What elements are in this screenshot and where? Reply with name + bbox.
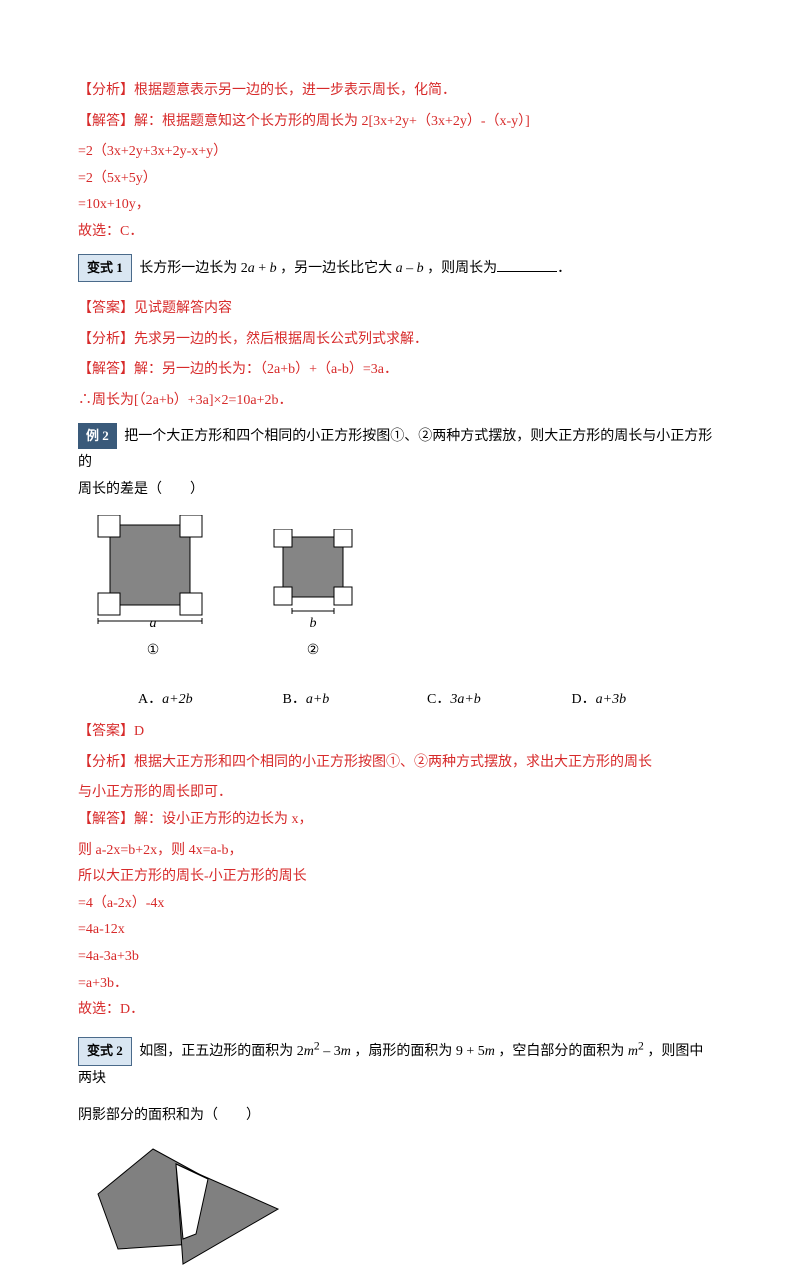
calc-line: =a+3b．: [78, 971, 716, 998]
bianshi2-tail: 阴影部分的面积和为（ ）: [78, 1103, 716, 1130]
jieda-label: 【解答】: [78, 114, 134, 129]
option-c[interactable]: C．3a+b: [427, 687, 572, 714]
calc-line: ∴周长为[（2a+b）+3a]×2=10a+2b．: [78, 388, 716, 415]
li2-row: 例 2 把一个大正方形和四个相同的小正方形按图①、②两种方式摆放，则大正方形的周…: [78, 423, 716, 451]
analysis-block-1: 【分析】根据题意表示另一边的长，进一步表示周长，化简．: [78, 78, 716, 105]
fenxi-label: 【分析】: [78, 83, 134, 98]
fenxi-label: 【分析】: [78, 755, 134, 770]
bianshi1-text: 长方形一边长为 2a + b ，另一边长比它大 a – b ，则周长为．: [139, 261, 571, 276]
calc-line: 故选：D．: [78, 997, 716, 1024]
daan-label: 【答案】: [78, 301, 134, 316]
square-config-1: [88, 515, 218, 625]
diagram-2: b ②: [268, 529, 358, 678]
daan-label: 【答案】: [78, 724, 134, 739]
bianshi2-row: 变式 2 如图，正五边形的面积为 2m2 – 3m ，扇形的面积为 9 + 5m…: [78, 1036, 716, 1093]
calc-line: =4（a-2x）-4x: [78, 891, 716, 918]
option-b[interactable]: B．a+b: [283, 687, 428, 714]
squares-diagram: a ① b ②: [88, 515, 716, 678]
jieda-block-1: 【解答】解：根据题意知这个长方形的周长为 2[3x+2y+（3x+2y）-（x-…: [78, 109, 716, 136]
bianshi2-text: 如图，正五边形的面积为 2m2 – 3m ，扇形的面积为 9 + 5m ，空白部…: [78, 1044, 703, 1086]
calc-line: 则 a-2x=b+2x，则 4x=a-b，: [78, 838, 716, 865]
daan-block-3: 【答案】D: [78, 719, 716, 746]
jieda-block-3: 【解答】解：设小正方形的边长为 x，: [78, 807, 716, 834]
calc-line: =2（5x+5y）: [78, 166, 716, 193]
fenxi-text: 根据题意表示另一边的长，进一步表示周长，化简．: [134, 83, 456, 98]
jieda-text: 解：根据题意知这个长方形的周长为 2[3x+2y+（3x+2y）-（x-y）]: [134, 114, 530, 129]
blank-field[interactable]: [497, 258, 557, 272]
daan-text: 见试题解答内容: [134, 301, 232, 316]
calc-line: =2（3x+2y+3x+2y-x+y）: [78, 139, 716, 166]
options-row: A．a+2b B．a+b C．3a+b D．a+3b: [138, 687, 716, 714]
calc-line: =10x+10y，: [78, 192, 716, 219]
jieda-block-2: 【解答】解：另一边的长为：（2a+b）+（a-b）=3a．: [78, 357, 716, 384]
pentagon-diagram: [88, 1139, 716, 1280]
bianshi2-label: 变式 2: [78, 1037, 132, 1066]
calc-line: =4a-3a+3b: [78, 944, 716, 971]
label-a: a: [150, 611, 157, 638]
calc-line: 所以大正方形的周长-小正方形的周长: [78, 864, 716, 891]
option-d[interactable]: D．a+3b: [572, 687, 717, 714]
jieda-label: 【解答】: [78, 812, 134, 827]
daan-block-2: 【答案】见试题解答内容: [78, 296, 716, 323]
bianshi1-row: 变式 1 长方形一边长为 2a + b ，另一边长比它大 a – b ，则周长为…: [78, 254, 716, 283]
label-b: b: [310, 611, 317, 638]
jieda-label: 【解答】: [78, 362, 134, 377]
calc-line: =4a-12x: [78, 917, 716, 944]
circ-1: ①: [147, 638, 160, 665]
li2-label: 例 2: [78, 423, 117, 450]
fenxi-label: 【分析】: [78, 332, 134, 347]
li2-text: 把一个大正方形和四个相同的小正方形按图①、②两种方式摆放，则大正方形的周长与小正…: [124, 429, 712, 444]
li2-tail: 的: [78, 450, 716, 477]
calc-line: 故选：C．: [78, 219, 716, 246]
bianshi1-label: 变式 1: [78, 254, 132, 283]
diagram-1: a ①: [88, 515, 218, 678]
fenxi-block-2: 【分析】先求另一边的长，然后根据周长公式列式求解．: [78, 327, 716, 354]
li2-line2: 周长的差是（ ）: [78, 477, 716, 504]
fenxi-cont: 与小正方形的周长即可．: [78, 780, 716, 807]
option-a[interactable]: A．a+2b: [138, 687, 283, 714]
circ-2: ②: [307, 638, 320, 665]
fenxi-block-3: 【分析】根据大正方形和四个相同的小正方形按图①、②两种方式摆放，求出大正方形的周…: [78, 750, 716, 777]
